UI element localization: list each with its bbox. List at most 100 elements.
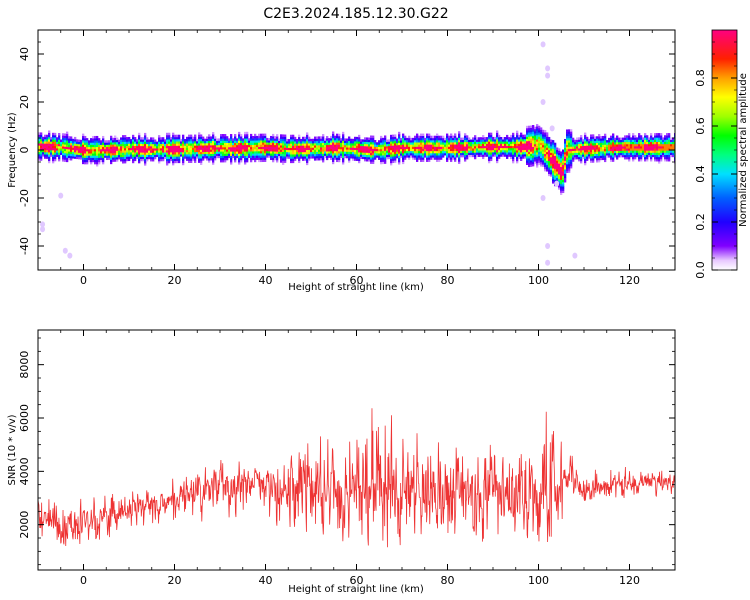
spectrogram-cell: [532, 146, 535, 150]
spectrogram-cell: [130, 141, 133, 144]
spectrogram-cell: [534, 141, 537, 145]
spectrogram-cell: [478, 141, 481, 145]
spectrogram-cell: [566, 129, 569, 132]
spectrogram-cell: [238, 134, 241, 137]
spectrogram-cell: [282, 138, 285, 142]
spectrogram-cell: [566, 170, 569, 173]
spectrogram-cell: [520, 152, 523, 155]
spectrogram-cell: [202, 143, 205, 146]
spectrogram-cell: [298, 136, 301, 140]
spectrogram-cell: [208, 147, 211, 150]
spectrogram-cell: [230, 155, 233, 159]
spectrogram-cell: [192, 154, 195, 157]
spectrogram-cell: [438, 148, 441, 152]
spectrogram-cell: [494, 139, 497, 142]
spectrogram-cell: [594, 155, 597, 159]
spectrogram-cell: [570, 135, 573, 139]
spectrogram-cell: [572, 148, 575, 151]
spectrogram-cell: [232, 155, 235, 159]
spectrogram-cell: [376, 150, 379, 154]
spectrogram-cell: [222, 138, 225, 141]
colorbar-ticks: 0.00.20.40.60.8: [694, 41, 737, 279]
spectrogram-cell: [520, 143, 523, 146]
spectrogram-cell: [138, 160, 141, 164]
spectrogram-cell: [170, 156, 173, 159]
spectrogram-cell: [654, 139, 657, 143]
spectrogram-cell: [384, 148, 387, 151]
spectrogram-cell: [92, 140, 95, 143]
spectrogram-cell: [470, 141, 473, 145]
spectrogram-cell: [624, 146, 627, 149]
spectrogram-cell: [358, 145, 361, 149]
spectrogram-cell: [482, 145, 485, 149]
spectrogram-cell: [518, 145, 521, 149]
spectrogram-cell: [272, 159, 275, 163]
spectrogram-cell: [224, 157, 227, 161]
spectrogram-cell: [214, 151, 217, 154]
spectrogram-cell: [370, 135, 373, 138]
spectrogram-cell: [144, 148, 147, 151]
spectrogram-cell: [100, 153, 103, 156]
spectrogram-cell: [162, 137, 165, 140]
spectrogram-cell: [284, 153, 287, 157]
spectrogram-cell: [496, 132, 499, 136]
spectrogram-cell: [312, 149, 315, 153]
spectrogram-cell: [54, 135, 57, 138]
spectrogram-cell: [124, 158, 127, 162]
spectrogram-cell: [322, 142, 325, 146]
spectrogram-cell: [128, 147, 131, 151]
spectrogram-cell: [554, 172, 557, 176]
spectrogram-cell: [556, 169, 559, 172]
spectrogram-cell: [94, 151, 97, 154]
spectrogram-cell: [376, 146, 379, 150]
spectrogram-cell: [338, 157, 341, 161]
spectrogram-cell: [258, 155, 261, 158]
spectrogram-cell: [256, 135, 259, 139]
spectrogram-cell: [576, 146, 579, 149]
spectrogram-cell: [82, 148, 85, 152]
spectrogram-cell: [418, 148, 421, 152]
spectrogram-cell: [280, 138, 283, 142]
spectrogram-cell: [420, 153, 423, 156]
spectrogram-cell: [604, 148, 607, 152]
spectrogram-cell: [620, 154, 623, 158]
spectrogram-cell: [76, 150, 79, 153]
spectrogram-cell: [450, 146, 453, 149]
spectrogram-cell: [432, 142, 435, 145]
spectrogram-cell: [182, 143, 185, 146]
spectrogram-cell: [320, 155, 323, 159]
spectrogram-cell: [414, 155, 417, 158]
spectrogram-cell: [372, 161, 375, 164]
spectrogram-cell: [542, 147, 545, 150]
spectrogram-cell: [596, 151, 599, 154]
spectrogram-cell: [210, 158, 213, 161]
spectrogram-cell: [186, 156, 189, 159]
spectrogram-cell: [400, 151, 403, 154]
spectrogram-cell: [360, 150, 363, 153]
spectrogram-cell: [348, 147, 351, 150]
spectrogram-cell: [102, 159, 105, 163]
spectrogram-cell: [206, 138, 209, 142]
spectrogram-cell: [406, 153, 409, 156]
spectrogram-cell: [48, 156, 51, 159]
spectrogram-cell: [250, 133, 253, 137]
spectrogram-cell: [554, 155, 557, 159]
spectrogram-cell: [598, 138, 601, 141]
spectrogram-cell: [248, 140, 251, 143]
spectrogram-cell: [154, 141, 157, 145]
spectrogram-cell: [428, 146, 431, 149]
spectrogram-cell: [626, 148, 629, 151]
spectrogram-cell: [402, 148, 405, 152]
spectrogram-cell: [416, 140, 419, 143]
spectrogram-cell: [166, 154, 169, 157]
spectrogram-cell: [376, 148, 379, 152]
spectrogram-cell: [466, 143, 469, 147]
spectrogram-cell: [394, 138, 397, 142]
spectrogram-cell: [618, 150, 621, 154]
spectrogram-cell: [586, 147, 589, 151]
spectrogram-cell: [414, 150, 417, 154]
spectrogram-cell: [652, 150, 655, 153]
spectrogram-cell: [330, 148, 333, 152]
spectrogram-cell: [466, 150, 469, 153]
spectrogram-cell: [240, 140, 243, 143]
